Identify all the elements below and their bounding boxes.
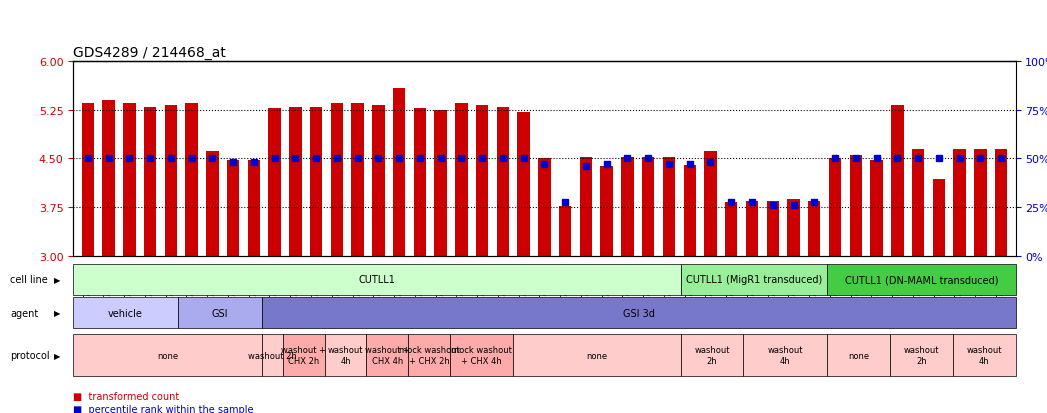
Text: washout
4h: washout 4h [767,346,803,365]
Text: none: none [586,351,607,360]
Bar [621,158,633,256]
Text: washout
2h: washout 2h [694,346,730,365]
Bar [829,159,841,256]
Bar [580,158,593,256]
Bar [517,112,530,256]
Bar [766,202,779,256]
Bar [496,107,509,256]
Text: none: none [848,351,869,360]
Bar [663,158,675,256]
Text: washout +
CHX 4h: washout + CHX 4h [365,346,409,365]
Bar [331,103,343,256]
Bar [248,160,260,256]
Bar [954,150,965,256]
Text: ■  transformed count: ■ transformed count [73,392,179,401]
Text: none: none [157,351,178,360]
Bar [185,103,198,256]
Bar [725,202,737,256]
Bar [289,108,302,256]
Text: washout
4h: washout 4h [328,346,363,365]
Bar [476,106,488,256]
Bar [206,151,219,256]
Bar [891,106,904,256]
Text: vehicle: vehicle [108,308,143,318]
Text: cell line: cell line [10,275,48,285]
Text: GSI 3d: GSI 3d [623,308,654,318]
Bar [103,101,115,256]
Text: washout 2h: washout 2h [248,351,296,360]
Bar [559,206,572,256]
Text: CUTLL1: CUTLL1 [358,275,396,285]
Text: washout
2h: washout 2h [904,346,939,365]
Bar [974,150,986,256]
Bar [808,201,821,256]
Bar [870,161,883,256]
Bar [435,111,447,256]
Text: washout
4h: washout 4h [966,346,1002,365]
Text: protocol: protocol [10,350,50,360]
Text: mock washout
+ CHX 2h: mock washout + CHX 2h [399,346,460,365]
Bar [393,89,405,256]
Bar [352,103,364,256]
Text: agent: agent [10,308,39,318]
Bar [684,166,696,256]
Text: GDS4289 / 214468_at: GDS4289 / 214468_at [73,45,226,59]
Text: GSI: GSI [211,308,228,318]
Bar [912,150,925,256]
Text: ▶: ▶ [54,351,61,360]
Bar [82,104,94,256]
Bar [455,103,468,256]
Bar [124,104,135,256]
Bar [414,109,426,256]
Bar [601,167,612,256]
Bar [933,180,945,256]
Bar [143,107,156,256]
Text: ▶: ▶ [54,309,61,317]
Text: CUTLL1 (DN-MAML transduced): CUTLL1 (DN-MAML transduced) [845,275,998,285]
Text: washout +
CHX 2h: washout + CHX 2h [282,346,326,365]
Bar [995,150,1007,256]
Bar [705,151,717,256]
Bar [787,199,800,256]
Bar [849,156,862,256]
Bar [227,160,240,256]
Bar [164,106,177,256]
Text: mock washout
+ CHX 4h: mock washout + CHX 4h [451,346,512,365]
Text: ■  percentile rank within the sample: ■ percentile rank within the sample [73,404,253,413]
Bar [372,105,384,256]
Bar [745,202,758,256]
Text: ▶: ▶ [54,275,61,284]
Text: CUTLL1 (MigR1 transduced): CUTLL1 (MigR1 transduced) [686,275,822,285]
Bar [538,159,551,256]
Bar [268,109,281,256]
Bar [310,107,322,256]
Bar [642,158,654,256]
